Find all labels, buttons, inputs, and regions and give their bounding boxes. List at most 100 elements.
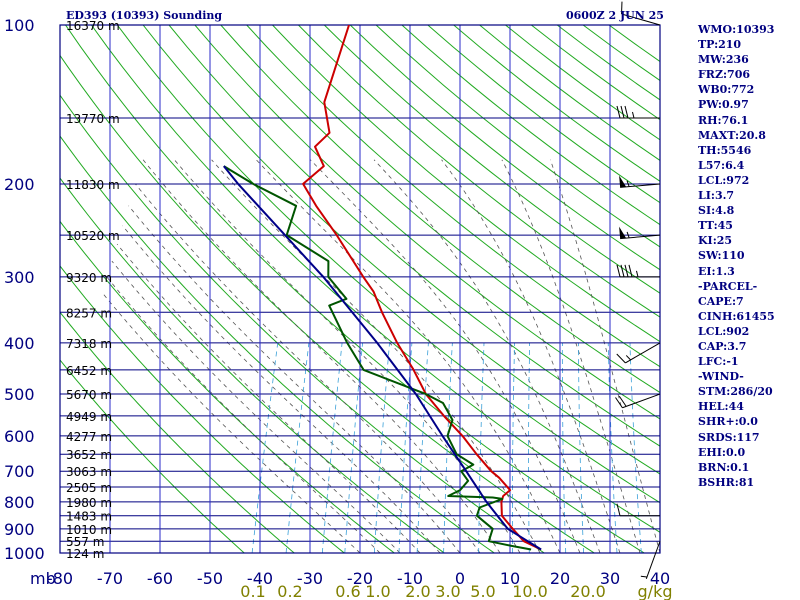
wind-barb-tick <box>616 105 621 119</box>
index-line: TH:5546 <box>698 143 752 157</box>
index-line: CINH:61455 <box>698 309 775 323</box>
height-label: 557 m <box>66 535 104 549</box>
pressure-tick-label: 400 <box>4 334 35 353</box>
height-label: 11830 m <box>66 178 120 192</box>
wind-barb-half-tick <box>640 575 648 578</box>
moist-adiabat-line <box>256 159 561 553</box>
wind-barb-tick <box>628 264 633 278</box>
moist-adiabat-line <box>111 260 401 553</box>
pressure-tick-label: 1000 <box>4 544 45 563</box>
height-label: 4277 m <box>66 430 112 444</box>
wind-barb-tick <box>616 503 621 516</box>
wind-barbs <box>615 1 661 579</box>
wind-barb-tick <box>624 105 629 119</box>
dry-adiabat-line <box>60 220 395 553</box>
index-line: PW:0.97 <box>698 98 749 112</box>
dry-adiabat-line <box>90 25 660 533</box>
moist-adiabat-line <box>101 291 361 553</box>
temperature-tick-label: -30 <box>297 569 323 588</box>
temperature-tick-label: 30 <box>600 569 620 588</box>
moist-adiabat-line <box>142 159 501 553</box>
index-line: LFC:-1 <box>698 355 739 369</box>
parcel-trace <box>223 165 542 551</box>
index-line: SRDS:117 <box>698 430 760 444</box>
moist-adiabat-line <box>134 183 481 553</box>
temperature-tick-label: -40 <box>247 569 273 588</box>
mixing-ratio-label: 10.0 <box>512 582 548 600</box>
mixing-ratio-line <box>251 342 279 553</box>
height-label: 16370 m <box>66 19 120 33</box>
moist-adiabat-line <box>310 159 581 553</box>
wind-barb-tick <box>616 264 621 278</box>
temperature-tick-label: 20 <box>550 569 570 588</box>
height-label: 1010 m <box>66 523 112 537</box>
index-line: HEL:44 <box>698 400 744 414</box>
temperature-tick-label: -80 <box>47 569 73 588</box>
index-line: SI:4.8 <box>698 204 735 218</box>
wind-barb <box>619 226 661 240</box>
wind-barb <box>616 503 660 517</box>
height-label: 1483 m <box>66 510 112 524</box>
wind-barb-half-tick <box>632 111 635 119</box>
temperature-tick-label: -60 <box>147 569 173 588</box>
height-label: 2505 m <box>66 481 112 495</box>
dry-adiabat-line <box>60 359 245 553</box>
wind-barb-half-tick <box>626 231 630 238</box>
index-line: TT:45 <box>698 219 733 233</box>
wind-barb-flag <box>619 175 627 188</box>
pressure-tick-label: 500 <box>4 385 35 404</box>
pressure-tick-label: 800 <box>4 493 35 512</box>
mixing-ratio-line <box>322 342 343 553</box>
height-label: 13770 m <box>66 112 120 126</box>
pressure-unit-label: mb <box>30 569 56 588</box>
wind-barb-half-tick <box>636 270 639 278</box>
index-line: LI:3.7 <box>698 189 735 203</box>
moist-adiabat-line <box>174 159 521 553</box>
index-line: MAXT:20.8 <box>698 128 766 142</box>
dewpoint-trace <box>223 165 532 551</box>
moist-adiabat-line <box>373 159 601 553</box>
temperature-tick-label: 40 <box>650 569 670 588</box>
index-line: CAP:3.7 <box>698 339 747 353</box>
temperature-tick-label: -10 <box>397 569 423 588</box>
height-label: 9320 m <box>66 271 112 285</box>
wind-barb-tick <box>620 264 625 278</box>
moist-adiabat-line <box>441 159 621 553</box>
index-line: RH:76.1 <box>698 113 749 127</box>
wind-barb <box>616 264 660 278</box>
mixing-ratio-line <box>561 342 567 553</box>
index-line: -WIND- <box>698 370 744 384</box>
mixing-ratio-label: 0.6 <box>335 582 360 600</box>
wind-barb-staff <box>621 13 661 26</box>
wind-barb <box>615 393 661 409</box>
index-line: FRZ:706 <box>698 68 751 82</box>
height-label: 6452 m <box>66 364 112 378</box>
moist-adiabat-line <box>211 159 541 553</box>
height-label: 8257 m <box>66 306 112 320</box>
moist-adiabat-line <box>106 276 381 553</box>
wind-barb-staff <box>622 393 661 409</box>
pressure-tick-label: 900 <box>4 520 35 539</box>
mixing-ratio-unit: g/kg <box>638 582 673 600</box>
dry-adiabats <box>60 25 660 553</box>
index-line: BSHR:81 <box>698 475 755 489</box>
height-label: 3063 m <box>66 465 112 479</box>
mixing-ratio-line <box>578 342 584 553</box>
height-label: 4949 m <box>66 410 112 424</box>
mixing-ratio-label: 5.0 <box>470 582 495 600</box>
wind-barb-tick <box>624 264 629 278</box>
wind-barb-half-tick <box>626 180 630 187</box>
wind-barb <box>640 541 661 579</box>
index-line: WMO:10393 <box>698 23 775 36</box>
wind-barb-staff <box>625 342 661 364</box>
mixing-ratio-label: 1.0 <box>365 582 390 600</box>
height-label: 5670 m <box>66 388 112 402</box>
index-line: EHI:0.0 <box>698 445 746 459</box>
mixing-ratio-line <box>528 342 530 553</box>
index-line: SHR+:0.0 <box>698 415 758 429</box>
indices-panel: WMO:10393 TP:210 MW:236 FRZ:706 WB0:772 PW:0.… <box>698 22 798 490</box>
index-line: KI:25 <box>698 234 733 248</box>
pressure-tick-label: 700 <box>4 462 35 481</box>
